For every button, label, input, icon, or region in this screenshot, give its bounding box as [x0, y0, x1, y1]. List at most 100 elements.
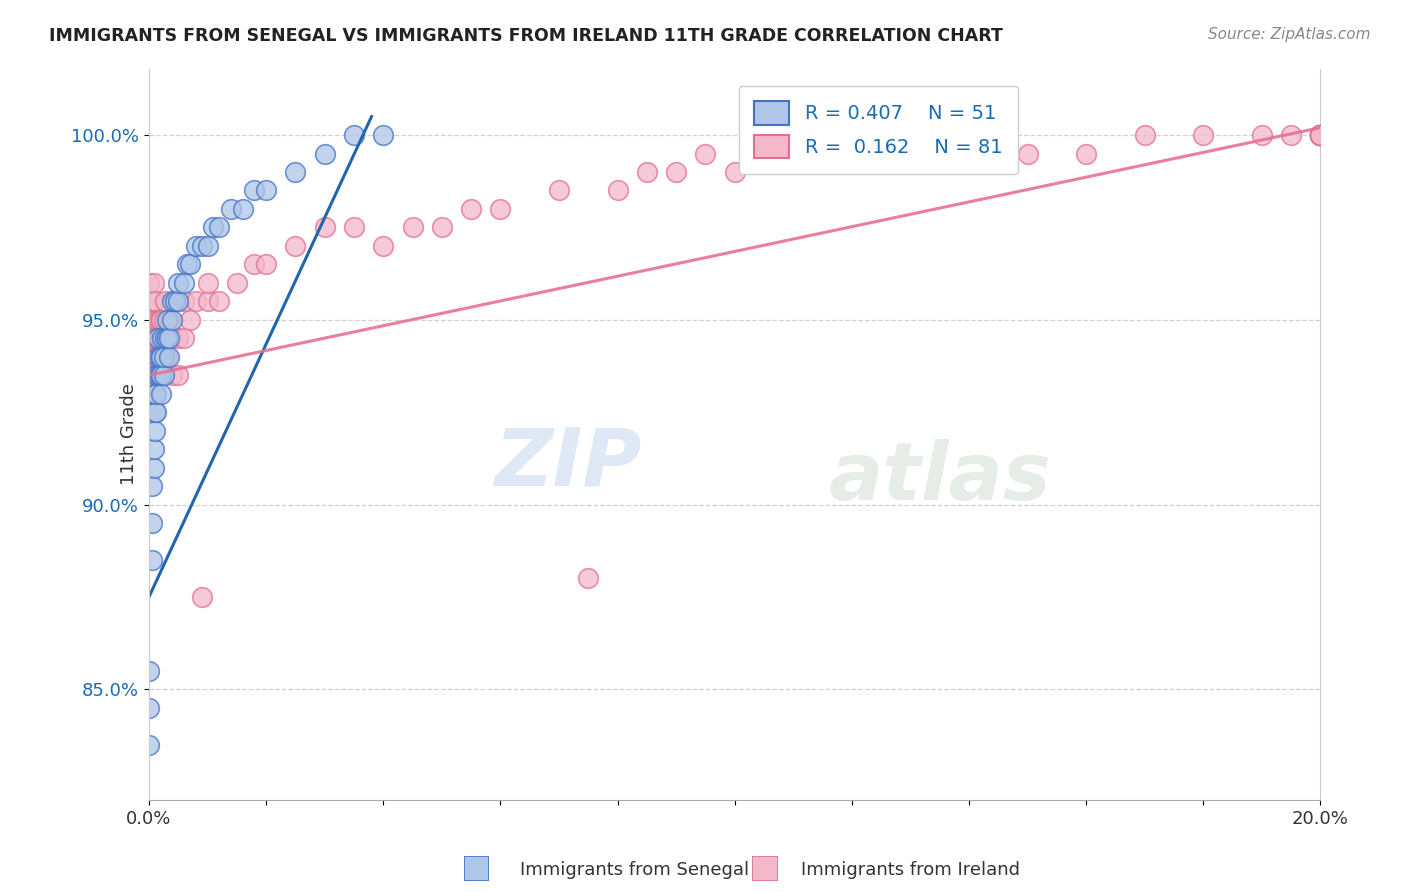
Point: [782, 146, 804, 161]
Point: [149, 350, 172, 364]
Point: [146, 331, 169, 345]
Point: [1309, 128, 1331, 142]
Point: [636, 165, 658, 179]
Point: [159, 350, 181, 364]
Point: [162, 313, 184, 327]
Point: [149, 313, 172, 327]
Point: [146, 350, 169, 364]
Point: [665, 165, 688, 179]
Point: [159, 331, 181, 345]
Point: [173, 276, 195, 290]
Point: [243, 257, 266, 271]
Point: [225, 276, 247, 290]
Point: [152, 368, 174, 383]
Point: [1017, 146, 1039, 161]
Point: [152, 331, 174, 345]
Point: [401, 220, 423, 235]
Point: [146, 350, 169, 364]
Point: [176, 257, 198, 271]
Point: [150, 331, 173, 345]
Point: [724, 165, 747, 179]
Point: [145, 368, 167, 383]
Point: [141, 516, 163, 530]
Point: [148, 350, 170, 364]
Point: [141, 553, 163, 567]
Point: [208, 294, 231, 309]
Point: [149, 368, 172, 383]
Point: [173, 331, 195, 345]
Point: [152, 313, 174, 327]
Point: [143, 424, 166, 438]
Point: [142, 276, 165, 290]
Point: [1074, 146, 1097, 161]
Point: [695, 146, 717, 161]
Point: [219, 202, 242, 216]
Point: [373, 128, 395, 142]
Point: [145, 313, 167, 327]
Point: [141, 294, 163, 309]
Point: [138, 331, 160, 345]
Point: [373, 239, 395, 253]
Point: [148, 313, 170, 327]
Point: [208, 220, 231, 235]
Point: [138, 738, 160, 752]
Point: [146, 331, 169, 345]
Text: Immigrants from Senegal: Immigrants from Senegal: [520, 861, 749, 879]
Point: [184, 239, 207, 253]
Point: [138, 313, 160, 327]
Point: [138, 350, 160, 364]
Point: [167, 276, 190, 290]
Point: [146, 313, 169, 327]
Point: [138, 276, 160, 290]
Point: [197, 276, 219, 290]
Point: [1309, 128, 1331, 142]
Point: [1309, 128, 1331, 142]
Point: [162, 331, 184, 345]
Point: [162, 294, 184, 309]
Point: [197, 239, 219, 253]
Point: [1309, 128, 1331, 142]
Point: [149, 386, 172, 401]
Point: [460, 202, 482, 216]
Point: [232, 202, 254, 216]
Point: [167, 331, 190, 345]
Point: [1250, 128, 1272, 142]
Point: [148, 331, 170, 345]
Point: [155, 331, 177, 345]
Point: [155, 313, 177, 327]
Point: [314, 220, 336, 235]
Point: [190, 239, 212, 253]
Point: [343, 128, 366, 142]
Point: [957, 146, 980, 161]
Point: [148, 368, 170, 383]
Point: [141, 479, 163, 493]
Point: [1309, 128, 1331, 142]
Point: [284, 165, 307, 179]
Point: [141, 331, 163, 345]
Point: [1192, 128, 1215, 142]
Point: [184, 294, 207, 309]
Point: [1309, 128, 1331, 142]
Point: [900, 146, 922, 161]
Point: [143, 331, 166, 345]
Point: [1133, 128, 1156, 142]
Point: [143, 294, 166, 309]
Point: [167, 294, 190, 309]
Point: [165, 294, 187, 309]
Point: [142, 313, 165, 327]
Point: [284, 239, 307, 253]
Point: [489, 202, 512, 216]
Y-axis label: 11th Grade: 11th Grade: [120, 384, 138, 485]
Point: [152, 350, 174, 364]
Point: [254, 184, 277, 198]
Point: [138, 368, 160, 383]
Point: [155, 350, 177, 364]
Point: [145, 350, 167, 364]
Point: [150, 331, 173, 345]
Point: [145, 386, 167, 401]
Point: [155, 331, 177, 345]
Point: [142, 460, 165, 475]
Text: Source: ZipAtlas.com: Source: ZipAtlas.com: [1208, 27, 1371, 42]
Point: [606, 184, 628, 198]
Legend: R = 0.407    N = 51, R =  0.162    N = 81: R = 0.407 N = 51, R = 0.162 N = 81: [738, 86, 1018, 174]
